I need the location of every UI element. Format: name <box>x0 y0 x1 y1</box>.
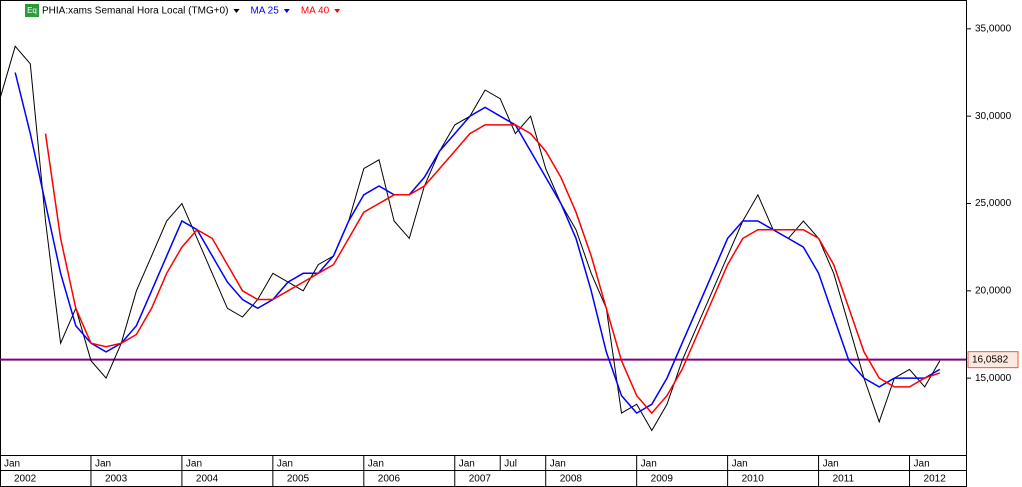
legend-entry: MA 40 <box>301 6 330 17</box>
y-tick-label: 15,0000 <box>975 373 1012 384</box>
x-tick-label: Jan <box>368 459 384 470</box>
plot-frame <box>0 0 967 456</box>
legend-arrow <box>334 9 341 13</box>
y-tick-label: 25,0000 <box>975 198 1012 209</box>
year-label: 2005 <box>287 474 310 485</box>
legend-entry: PHIA:xams Semanal Hora Local (TMG+0) <box>42 6 228 17</box>
year-label: 2008 <box>560 474 583 485</box>
year-label: 2011 <box>833 474 855 485</box>
y-tick-label: 30,0000 <box>975 111 1012 122</box>
x-tick-label: Jan <box>277 459 293 470</box>
reference-label: 16,0582 <box>972 354 1009 365</box>
y-tick-label: 35,0000 <box>975 23 1012 34</box>
y-tick-label: 20,0000 <box>975 285 1012 296</box>
series-line <box>44 124 941 415</box>
year-label: 2006 <box>378 474 401 485</box>
badge <box>25 4 39 17</box>
x-tick-label: Jan <box>732 459 748 470</box>
year-label: 2009 <box>651 474 674 485</box>
year-label: 2010 <box>742 474 765 485</box>
x-tick-label: Jan <box>4 459 20 470</box>
x-tick-label: Jan <box>823 459 839 470</box>
year-label: 2003 <box>105 474 128 485</box>
year-label: 2007 <box>469 474 492 485</box>
series-line <box>14 72 941 415</box>
badge-text: Eq <box>27 6 37 15</box>
x-tick-label: Jan <box>914 459 930 470</box>
year-label: 2012 <box>924 474 947 485</box>
reference-label-box <box>967 351 1019 369</box>
x-tick-label: Jul <box>504 459 517 470</box>
x-tick-label: Jan <box>641 459 657 470</box>
year-label: 2002 <box>14 474 37 485</box>
legend-entry: MA 25 <box>250 6 279 17</box>
legend-arrow <box>283 9 290 13</box>
legend: Eq PHIA:xams Semanal Hora Local (TMG+0) M… <box>25 4 341 17</box>
x-tick-label: Jan <box>186 459 202 470</box>
legend-arrow <box>233 9 240 13</box>
x-tick-label: Jan <box>550 459 566 470</box>
year-label: 2004 <box>196 474 219 485</box>
x-tick-label: Jan <box>95 459 111 470</box>
x-tick-label: Jan <box>459 459 475 470</box>
